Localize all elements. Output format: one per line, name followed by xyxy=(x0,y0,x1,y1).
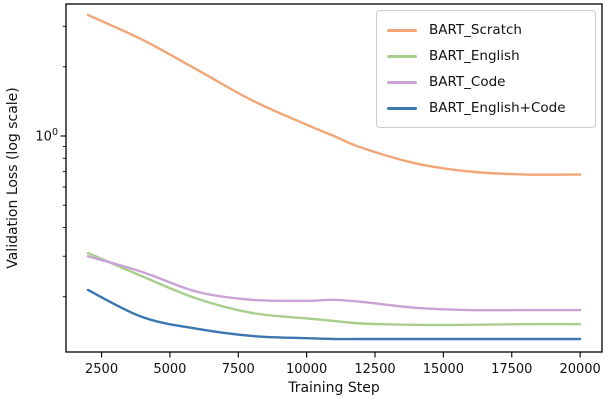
series-line-bart-english-code xyxy=(86,288,582,341)
series-line-bart-scratch xyxy=(86,13,582,176)
y-axis-label: Validation Loss (log scale) xyxy=(5,87,21,269)
x-tick-label: 17500 xyxy=(491,362,532,377)
legend-label: BART_Code xyxy=(429,74,506,90)
series-line-bart-code xyxy=(86,255,582,312)
legend-item: BART_Scratch xyxy=(387,17,583,43)
legend-line-swatch xyxy=(387,54,417,58)
legend-line-swatch xyxy=(387,28,417,32)
legend: BART_Scratch BART_English BART_Code BART_En… xyxy=(376,10,596,128)
y-tick-label: 100 xyxy=(35,127,58,145)
legend-item: BART_English xyxy=(387,43,583,69)
legend-label: BART_English+Code xyxy=(429,100,566,116)
x-tick-label: 5000 xyxy=(153,362,186,377)
x-tick-label: 10000 xyxy=(286,362,327,377)
x-tick-label: 15000 xyxy=(423,362,464,377)
legend-label: BART_Scratch xyxy=(429,22,522,38)
legend-item: BART_English+Code xyxy=(387,95,583,121)
x-tick-label: 20000 xyxy=(559,362,600,377)
x-tick-label: 7500 xyxy=(222,362,255,377)
legend-line-swatch xyxy=(387,80,417,84)
legend-label: BART_English xyxy=(429,48,520,64)
legend-item: BART_Code xyxy=(387,69,583,95)
axes-spines xyxy=(65,3,603,353)
x-axis-label: Training Step xyxy=(288,380,380,396)
x-tick-label: 12500 xyxy=(354,362,395,377)
legend-line-swatch xyxy=(387,106,417,110)
series-line-bart-english xyxy=(86,251,582,327)
x-tick-label: 2500 xyxy=(85,362,118,377)
